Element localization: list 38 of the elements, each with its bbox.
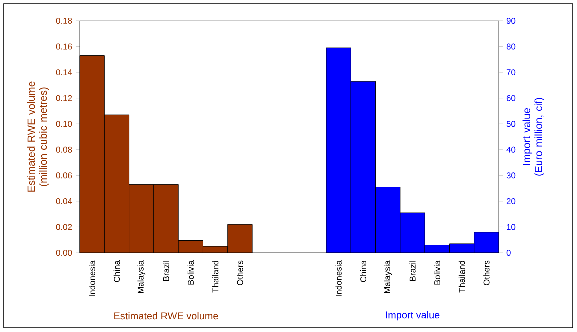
x-tick-label: Thailand [212, 261, 219, 293]
y-tick-label: 0.08 [56, 146, 72, 153]
y-tick-label: 0.04 [56, 198, 72, 204]
y2-tick-label: 80 [506, 44, 516, 50]
y2-axis-title: Import value (Euro million, cif) [522, 98, 544, 176]
y-axis-title: Estimated RWE volume (million cubic metres) [27, 82, 50, 192]
x-tick-label: Brazil [410, 261, 416, 281]
y-tick-label: 0.14 [56, 70, 72, 76]
y-tick-label: 0.02 [56, 224, 72, 230]
x-tick-label: Thailand [458, 261, 466, 293]
y2-tick-label: 20 [506, 198, 516, 204]
y2-tick-label: 0 [506, 250, 511, 256]
x-tick-label: Others [484, 260, 490, 286]
y-tick-label: 0.18 [56, 18, 72, 24]
y-tick-label: 0.10 [56, 121, 72, 128]
y-tick-label: 0.16 [56, 44, 72, 50]
x-tick-label: Brazil [163, 261, 170, 281]
x-tick-label: Indonesia [89, 260, 96, 296]
y-tick-label: 0.00 [56, 250, 72, 256]
y2-tick-label: 40 [506, 146, 516, 153]
y2-tick-label: 10 [507, 224, 516, 230]
y2-tick-label: 90 [506, 18, 516, 24]
y2-tick-label: 70 [506, 70, 516, 76]
x-tick-label: Bolivia [434, 260, 440, 285]
x-tick-label: Indonesia [336, 260, 342, 296]
y-tick-label: 0.12 [56, 95, 72, 102]
x-tick-label: Malaysia [384, 260, 392, 294]
y2-tick-label: 50 [506, 121, 516, 128]
text: Estimated RWE volume [114, 312, 218, 320]
x-tick-label: Others [237, 260, 244, 286]
y2-tick-label: 30 [506, 172, 516, 179]
text: Import value [386, 311, 440, 321]
x-tick-label: China [114, 260, 120, 282]
x-tick-label: Malaysia [138, 260, 146, 294]
y2-tick-label: 60 [506, 95, 516, 102]
x-tick-label: Bolivia [188, 260, 194, 285]
y-tick-label: 0.06 [56, 172, 72, 179]
x-tick-label: China [360, 260, 367, 282]
